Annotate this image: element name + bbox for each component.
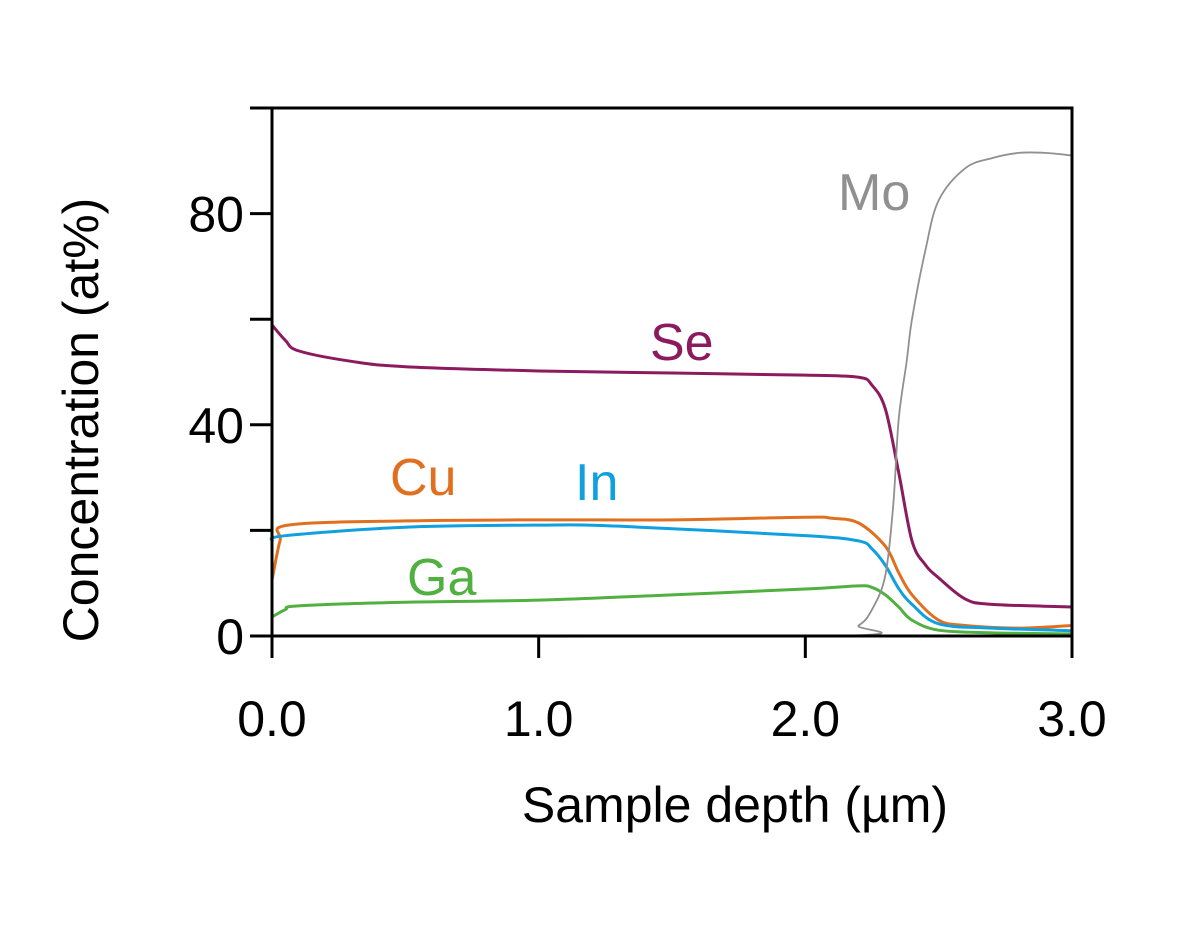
series-line-mo (271, 151, 1073, 638)
series-label-se: Se (650, 314, 714, 372)
y-axis-title: Concentration (at%) (53, 198, 109, 643)
series-label-in: In (575, 454, 618, 512)
plot-frame (270, 106, 1074, 638)
x-axis-title: Sample depth (µm) (522, 777, 948, 833)
series-line-in (269, 523, 1073, 633)
series-labels: Mo Se Cu In Ga (390, 164, 910, 607)
ticks-layer: 0.0 1.0 2.0 3.0 0 40 80 (188, 106, 1107, 747)
x-tick-label: 3.0 (1037, 691, 1107, 747)
series-line-cu (270, 515, 1073, 630)
x-tick-label: 0.0 (237, 691, 307, 747)
y-tick-label: 40 (188, 398, 244, 454)
series-line-se (270, 324, 1073, 609)
series-layer (269, 151, 1073, 638)
x-tick-label: 2.0 (771, 691, 841, 747)
y-tick-label: 80 (188, 187, 244, 243)
x-tick-label: 1.0 (504, 691, 574, 747)
series-label-mo: Mo (838, 164, 910, 222)
series-label-ga: Ga (407, 549, 476, 607)
series-line-ga (271, 584, 1073, 636)
y-tick-label: 0 (216, 609, 244, 665)
series-label-cu: Cu (390, 449, 456, 507)
